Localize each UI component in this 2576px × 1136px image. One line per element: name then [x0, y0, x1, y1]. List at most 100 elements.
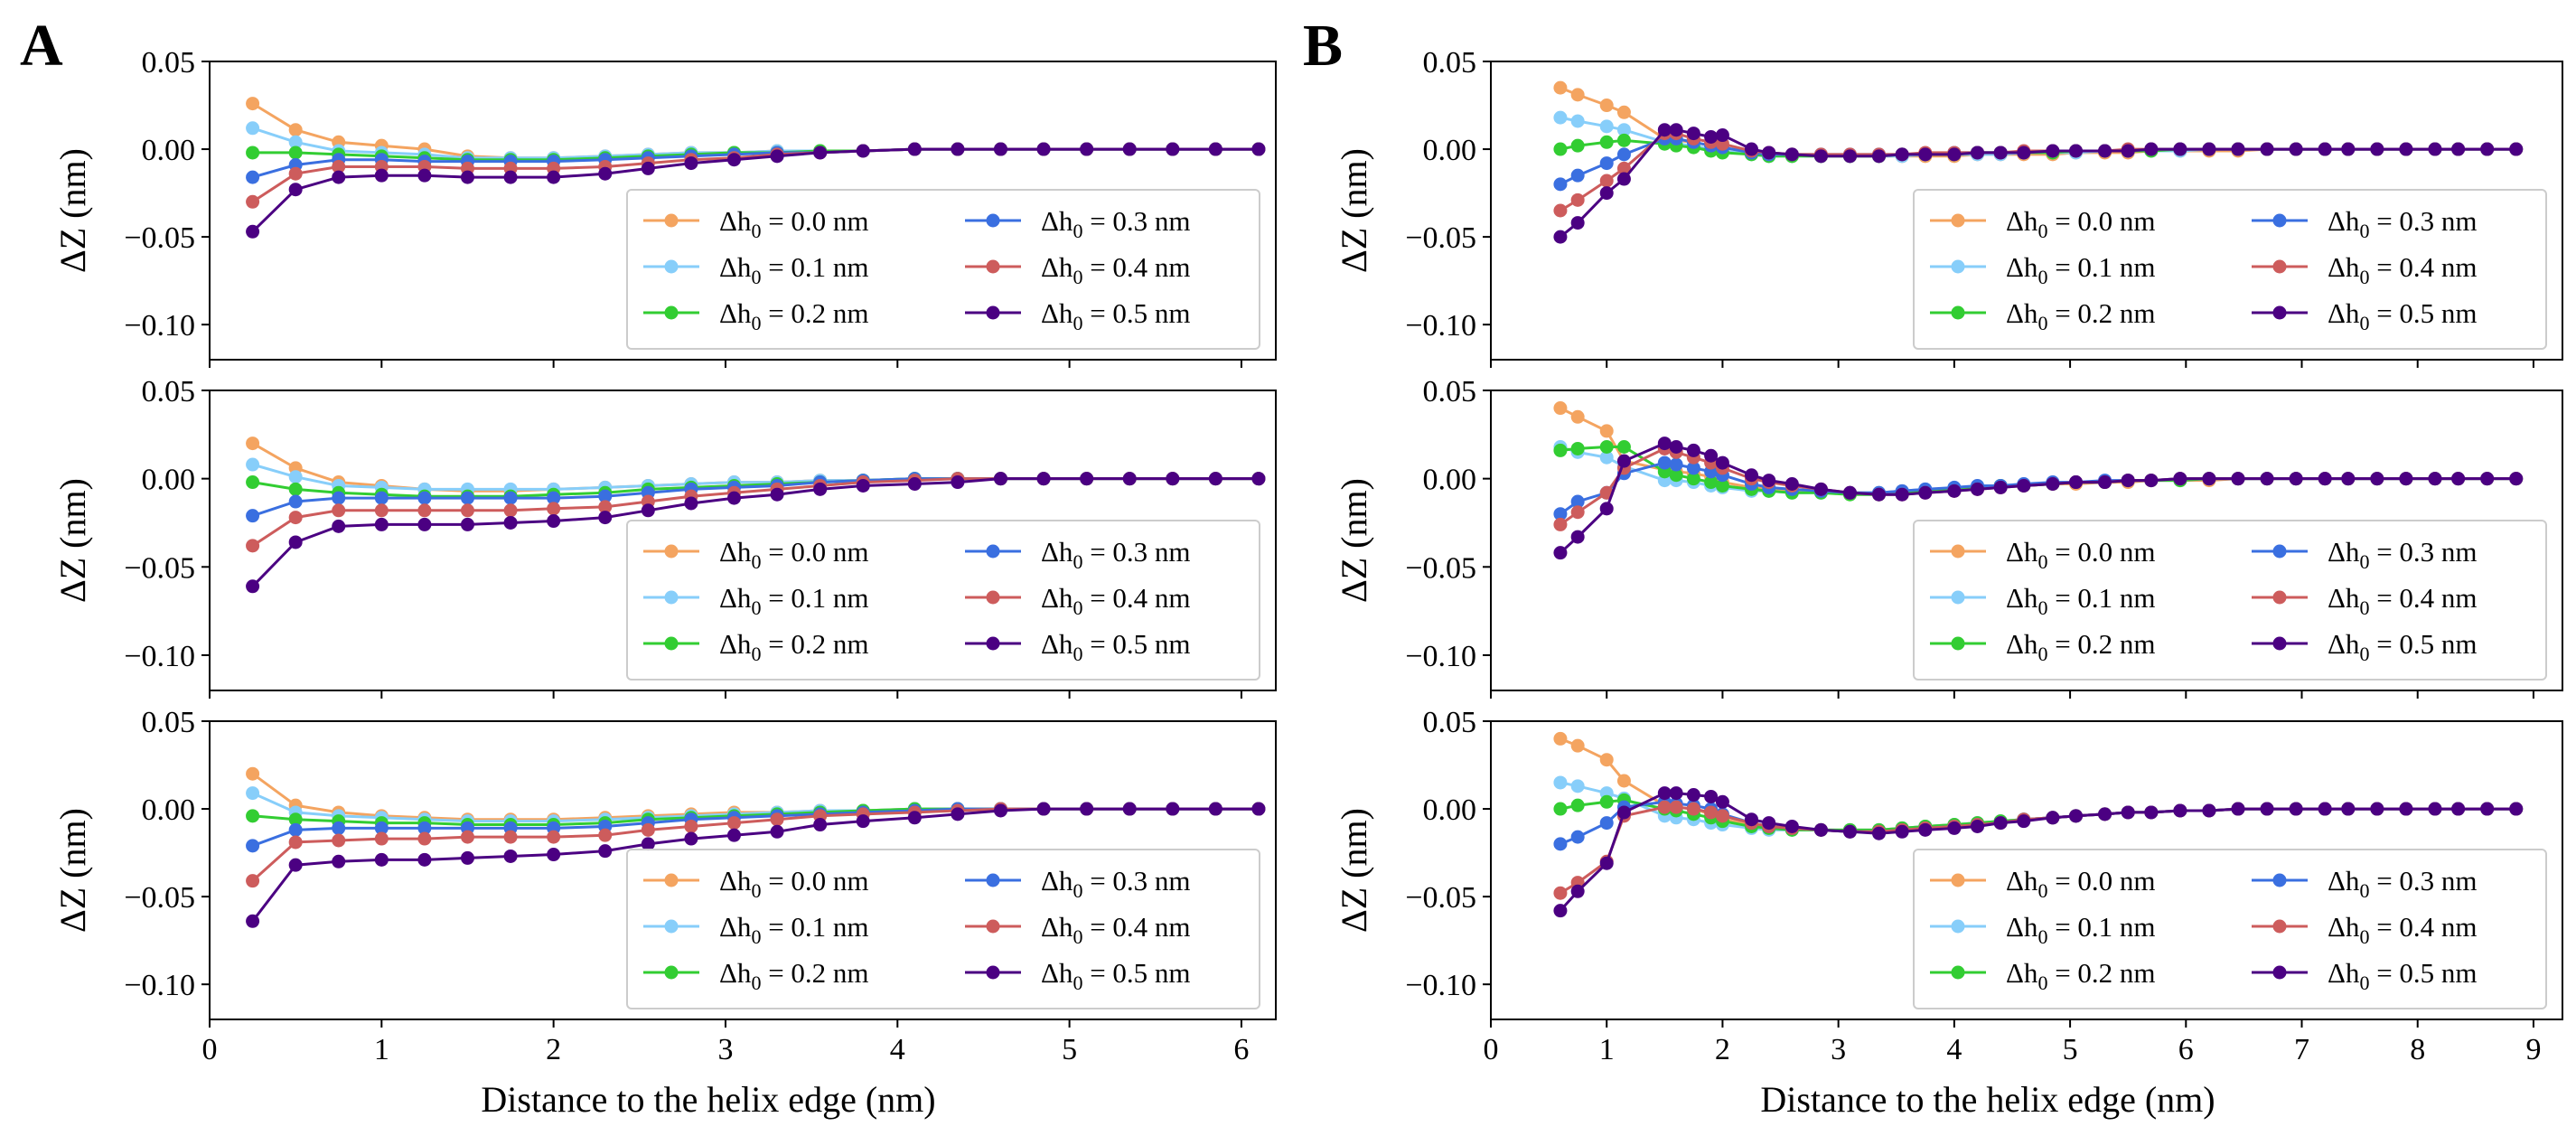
legend-item: Δh0 = 0.5 nm [2252, 957, 2478, 994]
data-point [993, 803, 1007, 818]
data-point [641, 503, 655, 518]
data-point [2428, 802, 2442, 816]
x-tick-label: 1 [374, 1033, 389, 1066]
data-point [1570, 505, 1585, 520]
y-axis-label: ΔZ (nm) [1334, 478, 1374, 603]
data-point [547, 170, 561, 184]
legend-marker [2272, 873, 2287, 887]
data-point [1715, 128, 1729, 143]
x-axis-label-b: Distance to the helix edge (nm) [1760, 1079, 2215, 1120]
y-tick-label: −0.10 [124, 309, 195, 343]
legend-marker [2272, 636, 2287, 651]
data-point [598, 828, 613, 842]
data-point [1762, 816, 1776, 831]
data-point [2370, 142, 2384, 156]
data-point [1208, 472, 1222, 486]
data-point [417, 852, 432, 867]
legend-marker [2272, 965, 2287, 980]
data-point [2017, 814, 2031, 829]
data-point [2451, 802, 2466, 816]
data-point [246, 539, 260, 553]
legend-marker [1951, 305, 1965, 320]
data-point [2098, 807, 2112, 821]
data-point [1993, 816, 2008, 831]
legend-marker [2272, 305, 2287, 320]
data-point [288, 146, 303, 160]
legend-item: Δh0 = 0.3 nm [965, 865, 1191, 902]
x-tick-label: 4 [1946, 1033, 1962, 1066]
data-point [1762, 146, 1776, 160]
data-point [1669, 800, 1683, 814]
legend-marker [664, 213, 679, 228]
data-point [503, 491, 518, 505]
data-point [417, 831, 432, 846]
data-point [1553, 837, 1568, 851]
data-point [2289, 142, 2303, 156]
data-point [1715, 809, 1729, 823]
data-point [288, 123, 303, 137]
y-tick-label: 0.05 [142, 706, 196, 739]
data-point [246, 509, 260, 523]
legend-label: Δh0 = 0.5 nm [1041, 628, 1191, 665]
data-point [1251, 802, 1266, 816]
data-point [726, 816, 741, 831]
y-tick-label: −0.10 [1405, 309, 1476, 343]
legend-marker [1951, 919, 1965, 934]
data-point [1553, 177, 1568, 192]
data-point [1570, 884, 1585, 898]
data-point [2480, 802, 2495, 816]
data-point [1704, 805, 1719, 820]
data-point [1251, 142, 1266, 156]
data-point [1599, 816, 1614, 831]
legend-label: Δh0 = 0.3 nm [2328, 205, 2478, 242]
data-point [2121, 144, 2135, 158]
series-b2-3 [1553, 455, 2524, 521]
data-point [1744, 468, 1758, 483]
data-point [1895, 824, 1909, 839]
data-point [1570, 530, 1585, 544]
x-axis-label-a: Distance to the helix edge (nm) [481, 1079, 935, 1120]
legend-marker [1951, 965, 1965, 980]
data-point [547, 830, 561, 844]
data-point [1842, 824, 1857, 839]
legend-item: Δh0 = 0.1 nm [643, 251, 869, 288]
data-point [1715, 478, 1729, 493]
data-point [1704, 789, 1719, 803]
series-a1-5 [246, 142, 1266, 239]
legend-item: Δh0 = 0.0 nm [643, 865, 869, 902]
data-point [1553, 401, 1568, 416]
data-point [1616, 161, 1631, 175]
data-point [1616, 805, 1631, 820]
data-point [2260, 472, 2274, 486]
data-point [246, 437, 260, 451]
data-point [1744, 812, 1758, 827]
legend-marker [986, 213, 1000, 228]
data-point [1686, 472, 1700, 486]
data-point [2509, 802, 2524, 816]
legend-label: Δh0 = 0.2 nm [719, 297, 869, 334]
data-point [246, 874, 260, 888]
data-point [1686, 127, 1700, 141]
legend-box [626, 520, 1260, 681]
data-point [460, 830, 474, 844]
y-axis-label: ΔZ (nm) [1334, 808, 1374, 933]
legend-item: Δh0 = 0.1 nm [1930, 911, 2156, 948]
data-point [1842, 485, 1857, 500]
series-b1-5 [1553, 123, 2524, 244]
data-point [1669, 468, 1683, 483]
legend-item: Δh0 = 0.5 nm [2252, 628, 2478, 665]
legend-marker [2272, 213, 2287, 228]
series-line [1560, 446, 2516, 526]
data-point [1616, 774, 1631, 788]
y-tick-label: 0.00 [142, 464, 196, 497]
legend-marker [2272, 544, 2287, 559]
legend-item: Δh0 = 0.4 nm [965, 251, 1191, 288]
y-axis-label: ΔZ (nm) [52, 478, 93, 603]
legend-item: Δh0 = 0.2 nm [643, 297, 869, 334]
y-tick-label: −0.05 [124, 221, 195, 255]
data-point [813, 818, 828, 832]
data-point [1616, 454, 1631, 468]
data-point [1657, 437, 1672, 451]
